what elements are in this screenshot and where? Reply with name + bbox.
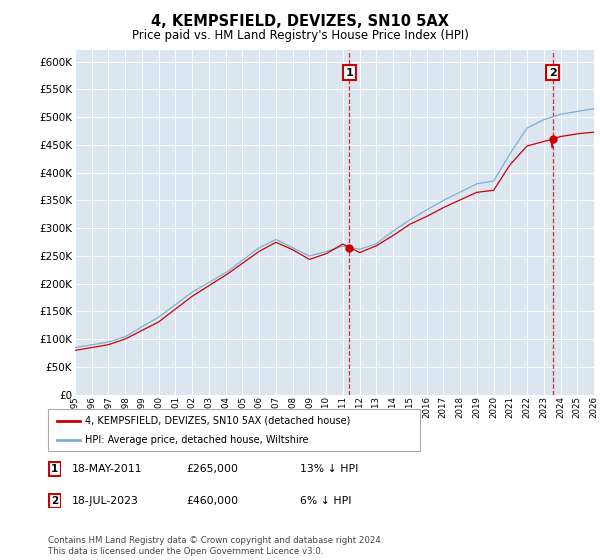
- Text: 4, KEMPSFIELD, DEVIZES, SN10 5AX (detached house): 4, KEMPSFIELD, DEVIZES, SN10 5AX (detach…: [85, 416, 350, 426]
- Text: HPI: Average price, detached house, Wiltshire: HPI: Average price, detached house, Wilt…: [85, 435, 309, 445]
- Text: Contains HM Land Registry data © Crown copyright and database right 2024.
This d: Contains HM Land Registry data © Crown c…: [48, 536, 383, 556]
- FancyBboxPatch shape: [49, 493, 61, 508]
- Text: 18-MAY-2011: 18-MAY-2011: [72, 464, 143, 474]
- Text: 13% ↓ HPI: 13% ↓ HPI: [300, 464, 358, 474]
- Text: 1: 1: [346, 68, 353, 78]
- Text: 4, KEMPSFIELD, DEVIZES, SN10 5AX: 4, KEMPSFIELD, DEVIZES, SN10 5AX: [151, 14, 449, 29]
- Text: £265,000: £265,000: [186, 464, 238, 474]
- Text: 2: 2: [549, 68, 557, 78]
- FancyBboxPatch shape: [48, 409, 420, 451]
- Text: 1: 1: [51, 464, 58, 474]
- Text: 18-JUL-2023: 18-JUL-2023: [72, 496, 139, 506]
- Text: Price paid vs. HM Land Registry's House Price Index (HPI): Price paid vs. HM Land Registry's House …: [131, 29, 469, 42]
- Text: £460,000: £460,000: [186, 496, 238, 506]
- FancyBboxPatch shape: [49, 461, 61, 476]
- Text: 6% ↓ HPI: 6% ↓ HPI: [300, 496, 352, 506]
- Text: 2: 2: [51, 496, 58, 506]
